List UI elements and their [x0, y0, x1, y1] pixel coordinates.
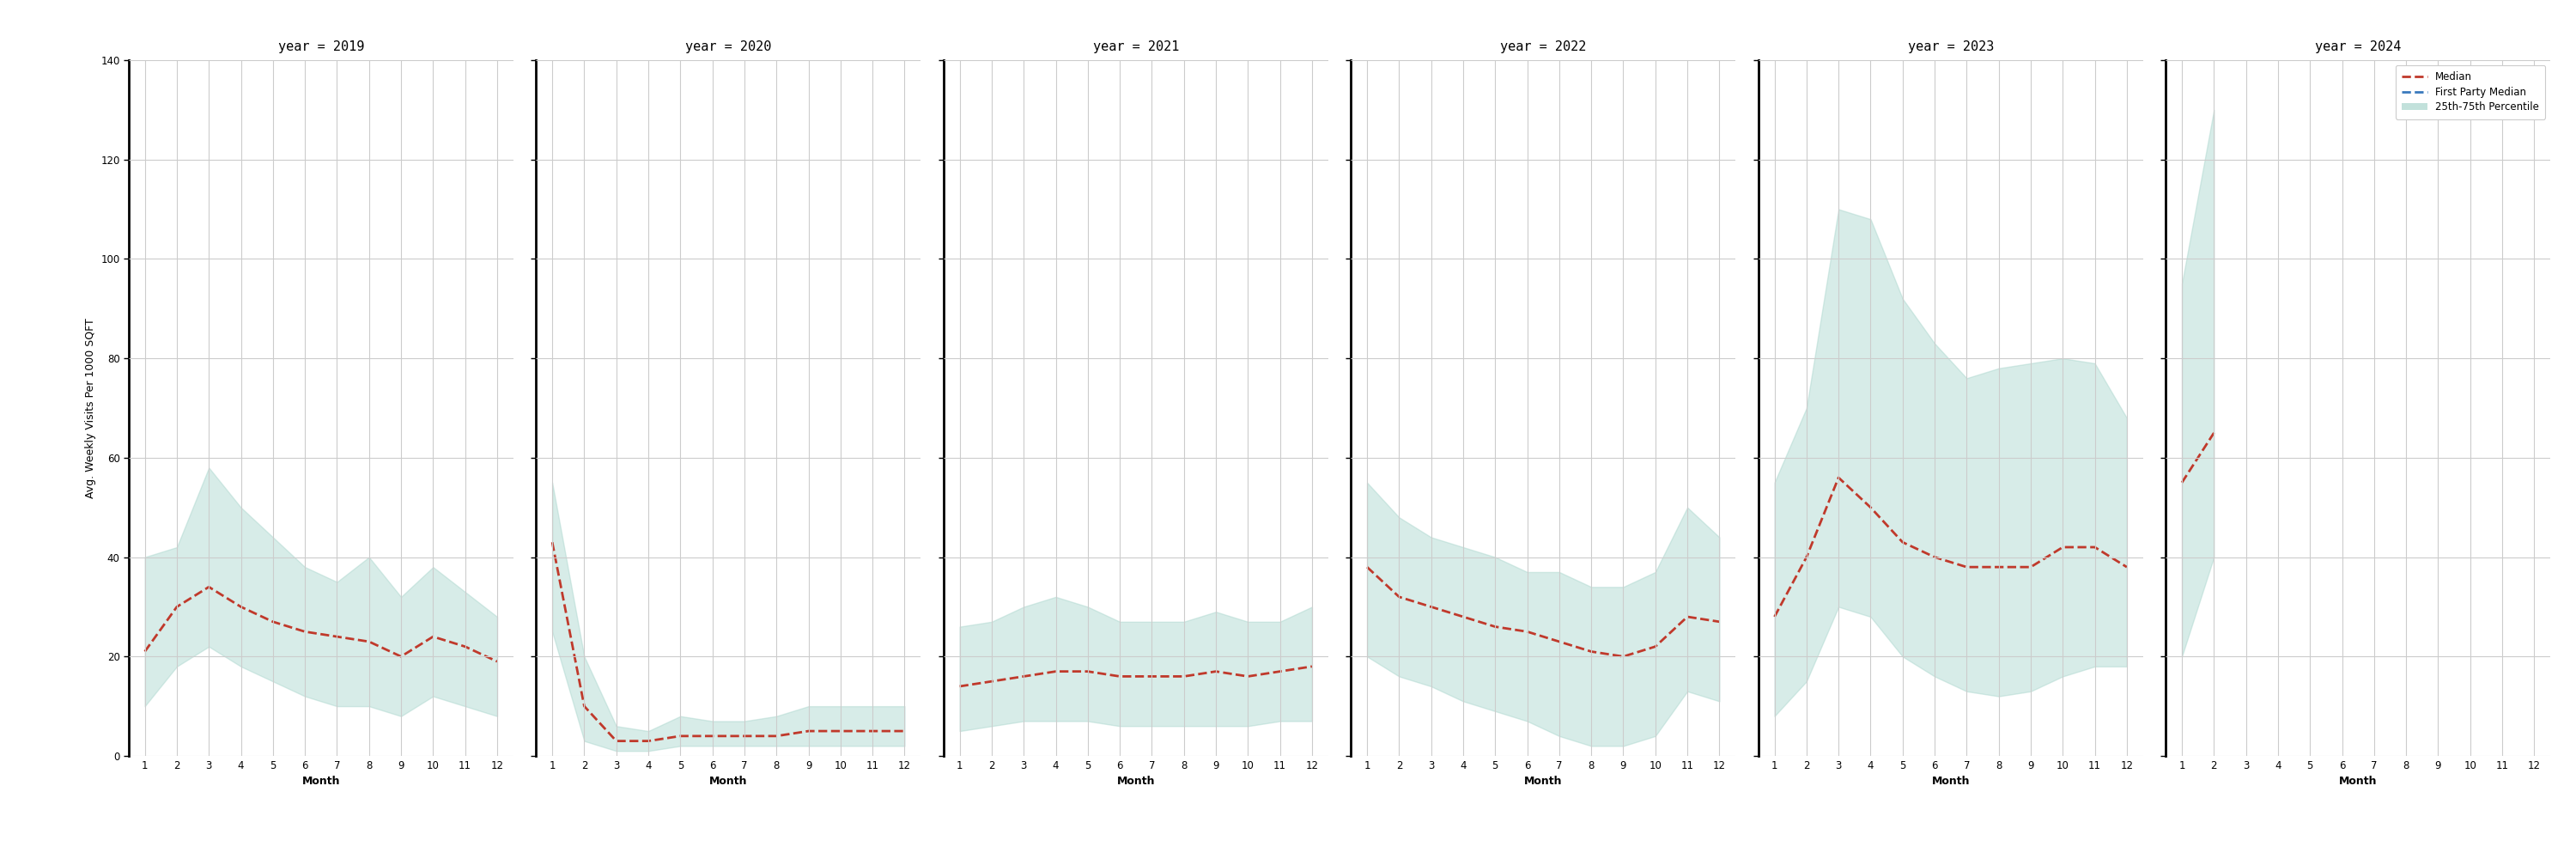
Median: [1543, 637, 1574, 647]
Y-axis label: Avg. Weekly Visits Per 1000 SQFT: Avg. Weekly Visits Per 1000 SQFT: [85, 318, 95, 498]
Title: year = 2020: year = 2020: [685, 40, 770, 53]
Median: [824, 726, 855, 736]
Median: [1919, 552, 1950, 563]
Title: year = 2022: year = 2022: [1499, 40, 1587, 53]
X-axis label: Month: Month: [708, 776, 747, 787]
Median: [1352, 562, 1383, 572]
Median: [2014, 562, 2045, 572]
Median: [1703, 617, 1734, 627]
Line: Median: Median: [2182, 433, 2213, 483]
Median: [976, 676, 1007, 686]
Median: [1577, 646, 1607, 656]
Median: [1265, 667, 1296, 677]
Median: [1041, 667, 1072, 677]
Median: [1479, 622, 1510, 632]
Title: year = 2024: year = 2024: [2316, 40, 2401, 53]
Median: [1296, 661, 1327, 672]
X-axis label: Month: Month: [1932, 776, 1971, 787]
Median: [2166, 478, 2197, 488]
Median: [482, 656, 513, 667]
Title: year = 2021: year = 2021: [1092, 40, 1180, 53]
Median: [793, 726, 824, 736]
Median: [600, 736, 631, 746]
Median: [729, 731, 760, 741]
Line: Median: Median: [551, 542, 904, 741]
Median: [227, 601, 258, 612]
Median: [129, 646, 160, 656]
Line: Median: Median: [961, 667, 1311, 686]
Median: [858, 726, 889, 736]
Median: [1824, 472, 1855, 483]
Median: [1512, 626, 1543, 637]
Median: [353, 637, 384, 647]
Median: [289, 626, 319, 637]
Median: [2079, 542, 2110, 552]
Line: Median: Median: [1368, 567, 1718, 656]
Median: [536, 537, 567, 547]
Median: [889, 726, 920, 736]
Median: [665, 731, 696, 741]
Median: [1759, 612, 1790, 622]
Median: [1950, 562, 1981, 572]
Median: [1672, 612, 1703, 622]
Median: [698, 731, 729, 741]
Line: Median: Median: [144, 587, 497, 661]
Median: [945, 681, 976, 691]
X-axis label: Month: Month: [1525, 776, 1561, 787]
Median: [1105, 671, 1136, 681]
Median: [1641, 642, 1672, 652]
Median: [1417, 601, 1448, 612]
Median: [634, 736, 665, 746]
Median: [1984, 562, 2014, 572]
Median: [386, 651, 417, 661]
Median: [1790, 552, 1821, 563]
Median: [451, 642, 482, 652]
Median: [417, 631, 448, 642]
Median: [1200, 667, 1231, 677]
Median: [1383, 592, 1414, 602]
Median: [760, 731, 791, 741]
Median: [2197, 428, 2228, 438]
Legend: Median, First Party Median, 25th-75th Percentile: Median, First Party Median, 25th-75th Pe…: [2396, 65, 2545, 119]
X-axis label: Month: Month: [1118, 776, 1154, 787]
Median: [1231, 671, 1262, 681]
Line: Median: Median: [1775, 478, 2128, 617]
Median: [2112, 562, 2143, 572]
Median: [2048, 542, 2079, 552]
Median: [1136, 671, 1167, 681]
Median: [322, 631, 353, 642]
Median: [1007, 671, 1038, 681]
Median: [193, 582, 224, 592]
Title: year = 2023: year = 2023: [1909, 40, 1994, 53]
Median: [1170, 671, 1200, 681]
Median: [1855, 503, 1886, 513]
X-axis label: Month: Month: [2339, 776, 2378, 787]
Median: [1607, 651, 1638, 661]
Median: [1888, 537, 1919, 547]
Median: [1448, 612, 1479, 622]
Median: [162, 601, 193, 612]
Median: [258, 617, 289, 627]
Title: year = 2019: year = 2019: [278, 40, 363, 53]
Median: [569, 701, 600, 711]
X-axis label: Month: Month: [301, 776, 340, 787]
Median: [1072, 667, 1103, 677]
